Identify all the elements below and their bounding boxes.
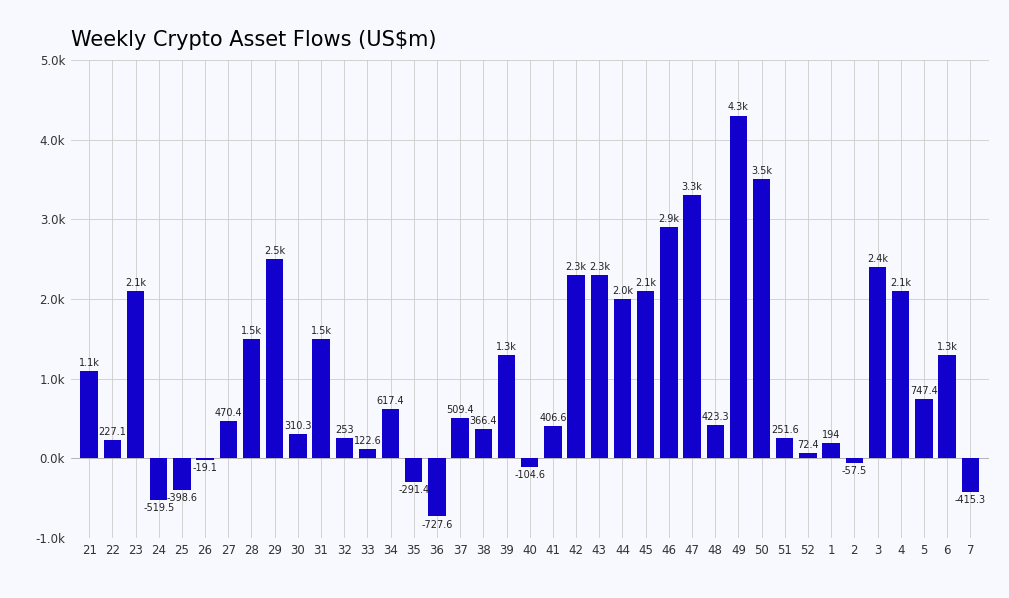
Bar [81,371,98,459]
Bar [405,459,423,482]
Text: 617.4: 617.4 [376,396,405,406]
Bar [474,429,492,459]
Text: 3.3k: 3.3k [682,182,702,192]
Bar [613,299,632,459]
Bar [683,196,700,459]
Bar [359,448,376,459]
Bar [962,459,979,492]
Bar [382,409,400,459]
Text: 747.4: 747.4 [910,386,937,396]
Bar [521,459,539,467]
Bar [497,355,516,459]
Text: -519.5: -519.5 [143,503,175,513]
Text: -104.6: -104.6 [515,470,545,480]
Bar [776,438,793,459]
Text: 1.1k: 1.1k [79,358,100,368]
Bar [915,399,932,459]
Bar [706,425,723,459]
Bar [336,438,353,459]
Bar [174,459,191,490]
Text: 2.1k: 2.1k [125,278,146,288]
Bar [290,434,307,459]
Text: 227.1: 227.1 [99,427,126,437]
Text: 194: 194 [822,430,840,440]
Bar [220,421,237,459]
Text: 2.9k: 2.9k [658,214,679,224]
Bar [822,443,839,459]
Text: 2.3k: 2.3k [566,262,586,272]
Bar [846,459,863,463]
Bar [799,453,816,459]
Text: 509.4: 509.4 [446,405,474,414]
Text: 2.1k: 2.1k [890,278,911,288]
Bar [567,275,585,459]
Text: 72.4: 72.4 [797,440,818,450]
Text: 2.3k: 2.3k [589,262,609,272]
Bar [428,459,446,517]
Text: 470.4: 470.4 [215,408,242,418]
Text: -727.6: -727.6 [422,520,453,530]
Text: -19.1: -19.1 [193,463,218,473]
Text: -57.5: -57.5 [842,466,867,476]
Text: 2.4k: 2.4k [867,254,888,264]
Text: 1.3k: 1.3k [936,341,958,352]
Bar [451,418,469,459]
Text: 253: 253 [335,425,353,435]
Bar [938,355,956,459]
Bar [637,291,655,459]
Text: 423.3: 423.3 [701,411,730,422]
Text: 122.6: 122.6 [353,435,381,446]
Bar [892,291,909,459]
Text: 1.3k: 1.3k [496,341,517,352]
Bar [544,426,562,459]
Bar [243,339,260,459]
Text: 3.5k: 3.5k [751,166,772,176]
Text: 4.3k: 4.3k [727,102,749,112]
Text: 2.0k: 2.0k [612,286,633,296]
Bar [313,339,330,459]
Text: 1.5k: 1.5k [241,326,262,335]
Text: -291.4: -291.4 [399,485,430,495]
Text: 1.5k: 1.5k [311,326,332,335]
Bar [753,179,770,459]
Text: Weekly Crypto Asset Flows (US$m): Weekly Crypto Asset Flows (US$m) [71,30,436,50]
Bar [197,459,214,460]
Text: 310.3: 310.3 [285,420,312,431]
Bar [869,267,886,459]
Text: 2.1k: 2.1k [635,278,656,288]
Bar [660,227,677,459]
Text: 2.5k: 2.5k [264,246,286,256]
Text: 251.6: 251.6 [771,425,799,435]
Bar [104,440,121,459]
Bar [730,115,747,459]
Text: 366.4: 366.4 [469,416,497,426]
Bar [266,259,284,459]
Bar [590,275,608,459]
Text: -415.3: -415.3 [955,495,986,505]
Text: 406.6: 406.6 [539,413,567,423]
Text: -398.6: -398.6 [166,493,198,504]
Bar [127,291,144,459]
Bar [150,459,167,500]
